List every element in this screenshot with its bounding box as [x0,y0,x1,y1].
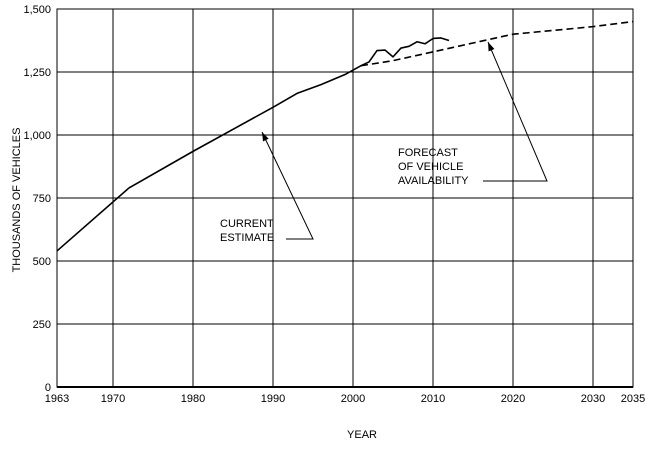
annotation-current-estimate-line-1: CURRENT [220,218,274,230]
series-line-forecast [360,20,634,67]
x-tick-label: 2035 [621,393,645,405]
x-tick-label: 2030 [581,393,605,405]
y-tick-label: 500 [33,256,51,268]
x-tick-label: 1990 [261,393,285,405]
y-tick-label: 1,500 [23,4,51,16]
annotation-forecast-line-3: AVAILABILITY [398,175,469,187]
annotation-forecast-leader [483,41,548,182]
x-tick-label: 1963 [45,393,69,405]
x-tick-label: 2000 [341,393,365,405]
annotation-forecast-line-2: OF VEHICLE [398,161,463,173]
series-group [56,20,634,252]
y-axis-label: THOUSANDS OF VEHICLES [11,128,23,273]
tick-labels: 1963 1970 1980 1990 2000 2010 2020 2030 2035 0 250… [23,4,645,405]
annotation-current-estimate: CURRENT ESTIMATE [220,131,314,244]
annotation-forecast-line-1: FORECAST [398,147,458,159]
grid [56,8,634,388]
series-line-current-estimate [56,37,450,252]
x-tick-label: 2010 [421,393,445,405]
x-tick-label: 1980 [181,393,205,405]
annotation-current-estimate-line-2: ESTIMATE [220,232,274,244]
y-tick-label: 750 [33,193,51,205]
x-tick-label: 1970 [101,393,125,405]
x-tick-label: 2020 [501,393,525,405]
annotation-current-estimate-leader [261,131,314,240]
y-tick-label: 0 [45,382,51,394]
x-axis-label: YEAR [347,429,377,441]
y-tick-label: 1,000 [23,130,51,142]
annotation-forecast: FORECAST OF VEHICLE AVAILABILITY [398,41,548,187]
y-tick-label: 1,250 [23,67,51,79]
y-tick-label: 250 [33,319,51,331]
